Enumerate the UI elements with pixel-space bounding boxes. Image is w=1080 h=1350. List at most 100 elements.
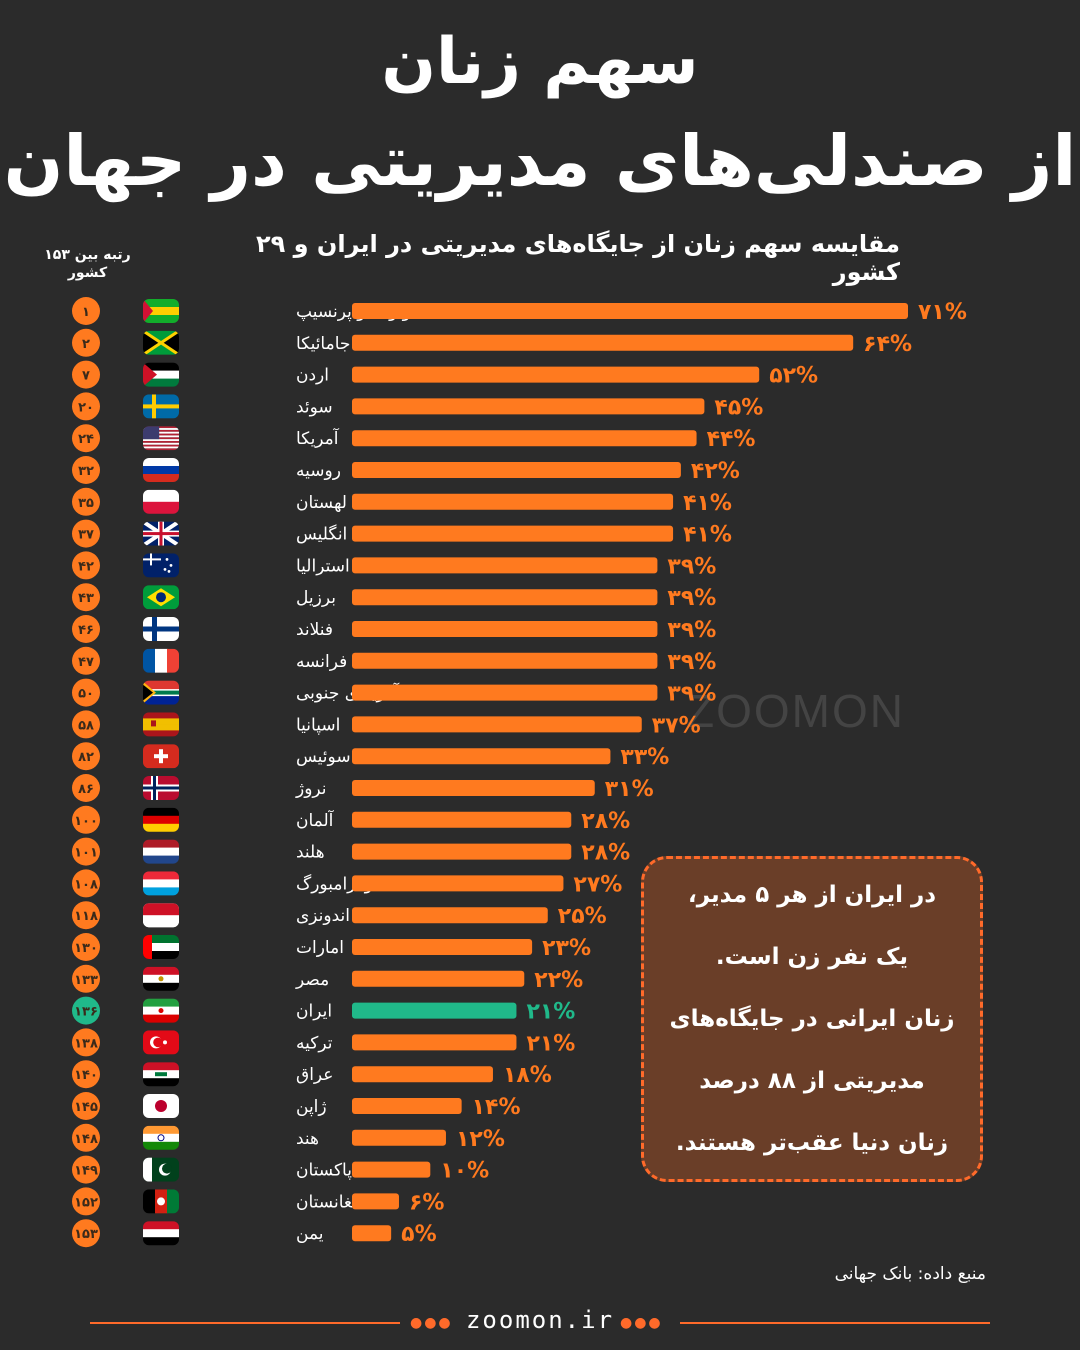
iran-flag	[143, 998, 179, 1023]
bar	[352, 525, 674, 542]
rank-label: ۸۲	[78, 750, 94, 765]
country-label: یمن	[296, 1224, 324, 1244]
value-label: ۶۴%	[863, 332, 912, 357]
bar	[352, 1066, 493, 1083]
page-title-line2: از صندلی‌های مدیریتی در جهان	[3, 120, 1077, 202]
rank-label: ۵۸	[78, 718, 94, 733]
value-label: ۱۴%	[472, 1095, 521, 1120]
rank-column-header: رتبه بین ۱۵۳ کشور	[30, 246, 145, 282]
rank-label: ۱۴۵	[74, 1100, 98, 1115]
rank-label: ۴۳	[78, 591, 94, 606]
country-label: عراق	[296, 1065, 333, 1085]
value-label: ۱۲%	[456, 1127, 505, 1152]
australia-flag	[143, 553, 179, 578]
bar	[352, 1161, 431, 1178]
bar	[352, 1098, 462, 1114]
footer-dots-left: ●●●	[410, 1315, 453, 1331]
footer-site-link[interactable]: zoomon.ir	[465, 1306, 615, 1334]
uk-flag	[143, 521, 179, 546]
rank-label: ۳۵	[78, 496, 94, 511]
bar	[352, 811, 572, 828]
south-africa-flag	[143, 680, 179, 705]
country-label: ایران	[296, 1002, 332, 1022]
callout-line: زنان ایرانی در جایگاه‌های	[669, 1006, 955, 1032]
value-label: ۶%	[409, 1190, 444, 1215]
germany-flag	[143, 807, 179, 832]
footer-divider-right	[680, 1322, 990, 1324]
sweden-flag	[143, 394, 179, 419]
rank-badge	[72, 646, 100, 675]
pakistan-flag	[143, 1157, 179, 1182]
country-label: آلمان	[296, 809, 335, 831]
country-label: سوئد	[296, 397, 333, 417]
country-label: هند	[296, 1129, 319, 1149]
rank-badge	[72, 297, 100, 325]
rank-badge	[72, 901, 100, 930]
rank-badge	[72, 519, 100, 548]
bar	[352, 1193, 399, 1210]
country-label: استرالیا	[296, 556, 350, 576]
rank-label: ۳۲	[78, 464, 94, 479]
bar	[352, 589, 658, 606]
rank-label: ۱۳۸	[74, 1036, 98, 1051]
france-flag	[143, 648, 179, 673]
rank-badge	[72, 869, 100, 898]
footer-divider-left	[90, 1322, 400, 1324]
country-label: فرانسه	[296, 652, 347, 672]
chart-subtitle: مقایسه سهم زنان از جایگاه‌های مدیریتی در…	[255, 230, 900, 286]
rank-label: ۱۴۸	[74, 1132, 98, 1147]
bar	[352, 398, 705, 415]
value-label: ۱۰%	[440, 1159, 489, 1184]
rank-badge	[72, 1187, 100, 1216]
rank-badge	[72, 392, 100, 421]
bar	[352, 875, 564, 892]
country-label: انگلیس	[296, 524, 347, 545]
value-label: ۷۱%	[918, 300, 967, 325]
country-label: اسپانیا	[296, 715, 340, 735]
brazil-flag	[143, 585, 179, 610]
bar	[352, 1002, 517, 1019]
country-label: پاکستان	[296, 1161, 352, 1181]
value-label: ۳۹%	[667, 586, 716, 611]
rank-label: ۷	[82, 369, 90, 384]
watermark-logo: ZOOMON	[686, 685, 905, 737]
bar	[352, 334, 854, 351]
rank-badge	[72, 678, 100, 707]
rank-badge	[72, 1219, 100, 1248]
rank-badge	[72, 710, 100, 739]
rank-label: ۱۳۶	[74, 1005, 98, 1020]
rank-label: ۴۷	[78, 655, 94, 670]
bar	[352, 430, 697, 447]
country-label: روسیه	[296, 461, 341, 481]
value-label: ۲۸%	[581, 841, 630, 866]
rank-badge	[72, 328, 100, 357]
rank-badge	[72, 964, 100, 993]
value-label: ۳۳%	[620, 745, 669, 770]
rank-label: ۲۰	[78, 400, 94, 415]
value-label: ۳۹%	[667, 682, 716, 707]
rank-badge	[72, 360, 100, 389]
rank-badge	[72, 774, 100, 802]
norway-flag	[143, 776, 179, 800]
rank-label: ۱۰۰	[74, 814, 98, 829]
value-label: ۴۴%	[707, 427, 756, 452]
japan-flag	[143, 1094, 179, 1118]
bar	[352, 1225, 392, 1242]
uae-flag	[143, 935, 179, 959]
data-source: منبع داده: بانک جهانی	[834, 1264, 986, 1284]
country-label: ژاپن	[296, 1097, 327, 1117]
value-label: ۴۱%	[683, 523, 732, 548]
rank-label: ۲۴	[78, 432, 94, 447]
bar	[352, 493, 674, 510]
iraq-flag	[143, 1062, 179, 1087]
rank-badge	[72, 456, 100, 484]
country-label: سوئیس	[296, 747, 351, 767]
rank-label: ۳۷	[78, 528, 94, 543]
luxembourg-flag	[143, 871, 179, 896]
info-callout: در ایران از هر ۵ مدیر، یک نفر زن است. زن…	[641, 856, 983, 1182]
rank-label: ۴۶	[78, 623, 94, 638]
value-label: ۳۹%	[667, 618, 716, 643]
rank-label: ۱۱۸	[74, 909, 98, 924]
value-label: ۴۵%	[714, 395, 763, 420]
rank-badge	[72, 742, 100, 771]
